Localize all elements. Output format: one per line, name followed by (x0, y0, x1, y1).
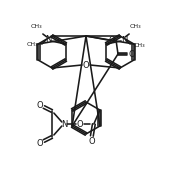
Text: N: N (61, 119, 67, 129)
Text: O: O (36, 100, 43, 110)
Text: O: O (89, 137, 95, 147)
Text: O: O (77, 119, 83, 129)
Text: CH₃: CH₃ (27, 42, 39, 47)
Text: CH₃: CH₃ (129, 23, 141, 28)
Text: O: O (109, 36, 115, 44)
Text: O: O (36, 139, 43, 147)
Text: N: N (45, 36, 51, 44)
Text: N: N (121, 36, 127, 44)
Text: O: O (83, 60, 89, 70)
Text: CH₃: CH₃ (133, 42, 145, 47)
Text: CH₃: CH₃ (31, 23, 43, 28)
Text: O: O (129, 49, 135, 59)
